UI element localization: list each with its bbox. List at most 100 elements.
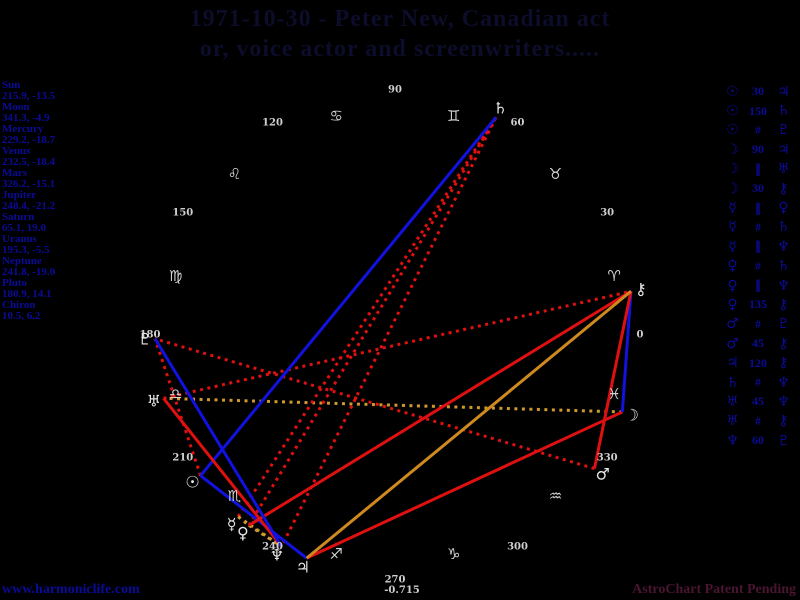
aspect-planet1-icon: ☿ <box>728 200 737 217</box>
planet-glyph-saturn: ♄ <box>493 98 508 118</box>
chart-title-line1: 1971-10-30 - Peter New, Canadian act <box>189 6 611 32</box>
aspect-type: ∥ <box>755 200 761 215</box>
aspect-row: ☿ # ♄ <box>724 218 796 237</box>
aspect-row: ♀ # ♄ <box>724 257 796 276</box>
planet-glyph-uranus: ♅ <box>146 391 162 411</box>
aspect-type: # <box>755 219 761 234</box>
planet-position-list: Sun 215.9, -13.5 Moon 341.3, -4.9 Mercury 229… <box>2 80 122 322</box>
aspect-row: ☉ 150 ♄ <box>724 101 796 120</box>
aspect-line-mercury-saturn <box>236 116 498 518</box>
aspect-planet2-icon: ♇ <box>777 122 790 139</box>
planet-name-uranus: Uranus <box>2 233 37 245</box>
planet-name-pluto: Pluto <box>2 277 28 289</box>
aspect-row: ☽ ∥ ♅ <box>724 160 796 179</box>
planet-name-mercury: Mercury <box>2 123 44 135</box>
planet-glyph-pluto: ♇ <box>137 329 153 349</box>
planet-coords-jupiter: 248.4, -21.2 <box>2 200 56 212</box>
aspect-planet1-icon: ♄ <box>726 374 739 391</box>
aspect-planet1-icon: ☿ <box>728 238 737 255</box>
planet-coords-saturn: 65.1, 19.0 <box>2 222 46 234</box>
aspect-type: 90 <box>752 142 764 157</box>
aspect-type: # <box>755 258 761 273</box>
aspect-line-moon-uranus <box>163 396 623 414</box>
planet-glyph-venus: ♀ <box>236 523 249 543</box>
sign-glyph-scorpio: ♏ <box>227 486 242 505</box>
sign-glyph-gemini: ♊ <box>447 106 461 125</box>
aspect-type: # <box>755 316 761 331</box>
planet-glyph-mars: ♂ <box>595 464 610 484</box>
sign-glyph-pisces: ♓ <box>607 384 621 403</box>
degree-label-330: 330 <box>596 452 618 463</box>
aspect-planet2-icon: ♆ <box>777 374 790 391</box>
aspect-row: ♀ ∥ ♆ <box>724 276 796 295</box>
planet-name-chiron: Chiron <box>2 299 36 311</box>
aspect-line-saturn-neptune <box>280 116 498 548</box>
aspect-line-moon-chiron <box>620 291 633 413</box>
aspect-planet2-icon: ♃ <box>777 141 790 158</box>
aspect-planet2-icon: ♄ <box>777 103 790 120</box>
aspect-planet1-icon: ♀ <box>727 258 738 275</box>
planet-name-venus: Venus <box>2 145 31 157</box>
degree-label-0: 0 <box>636 329 644 341</box>
aspect-type: 135 <box>749 297 767 312</box>
aspect-type: ∥ <box>755 239 761 254</box>
aspect-planet1-icon: ☉ <box>726 122 739 139</box>
degree-label-240: 240 <box>262 541 283 553</box>
website-link: www.harmoniclife.com <box>2 582 140 597</box>
aspect-planet1-icon: ♀ <box>727 277 738 294</box>
aspect-planet2-icon: ♇ <box>777 316 790 333</box>
aspect-type: 120 <box>749 355 767 370</box>
planet-coords-moon: 341.3, -4.9 <box>2 112 50 124</box>
aspect-line-venus-saturn <box>247 116 498 527</box>
planet-glyph-chiron: ⚷ <box>634 279 647 299</box>
aspect-row: ☉ 30 ♃ <box>724 82 796 101</box>
aspect-planet1-icon: ☉ <box>726 83 739 100</box>
planet-coords-pluto: 180.9, 14.1 <box>2 288 52 300</box>
planet-glyph-jupiter: ♃ <box>295 557 311 577</box>
planet-name-neptune: Neptune <box>2 255 42 267</box>
planet-name-moon: Moon <box>2 101 30 113</box>
aspect-line-mars-pluto <box>154 337 595 470</box>
sign-glyph-leo: ♌ <box>227 165 242 184</box>
planet-coords-mercury: 229.2, -18.7 <box>2 134 56 146</box>
aspect-planet2-icon: ♄ <box>777 219 790 236</box>
aspect-line-sun-pluto <box>153 338 203 477</box>
aspect-planet1-icon: ♂ <box>726 316 739 333</box>
aspect-planet1-icon: ♃ <box>726 355 739 372</box>
aspect-planet2-icon: ♆ <box>777 238 790 255</box>
degree-label-270: 270 <box>384 574 406 586</box>
sign-glyph-aquarius: ♒ <box>548 486 563 505</box>
sign-glyph-virgo: ♍ <box>169 267 183 286</box>
planet-coords-sun: 215.9, -13.5 <box>2 90 56 102</box>
aspect-row: ♂ 45 ⚷ <box>724 334 796 353</box>
aspect-planet1-icon: ☉ <box>726 103 739 120</box>
aspect-type: 150 <box>749 103 767 118</box>
aspect-type: 30 <box>752 84 764 99</box>
sign-glyph-aries: ♈ <box>607 267 621 286</box>
aspect-line-sun-jupiter <box>199 474 308 560</box>
aspect-type: ∥ <box>755 161 761 176</box>
aspect-type: # <box>755 375 761 390</box>
aspect-row: ♃ 120 ⚷ <box>724 353 796 372</box>
degree-label-120: 120 <box>262 117 283 129</box>
planet-name-mars: Mars <box>2 167 28 179</box>
aspect-line-neptune-pluto <box>153 337 283 548</box>
aspect-table: ☉ 30 ♃ ☉ 150 ♄ ☉ # ♇ ☽ 90 ♃ ☽ ∥ ♅ ☽ 30 ⚷ ☿ ∥ ♀ ☿ # ♄ ☿ ∥ ♆ ♀ # ♄ ♀ ∥ ♆ ♀ 1… <box>724 82 796 450</box>
planet-coords-chiron: 10.5, 6.2 <box>2 310 41 322</box>
aspect-row: ♅ # ⚷ <box>724 412 796 431</box>
aspect-line-venus-chiron <box>248 289 632 527</box>
aspect-line-venus-neptune <box>248 524 283 548</box>
aspect-row: ☽ 30 ⚷ <box>724 179 796 198</box>
aspect-planet1-icon: ☽ <box>726 161 739 178</box>
aspect-planet2-icon: ♆ <box>777 393 790 410</box>
planet-coords-venus: 232.5, -18.4 <box>2 156 56 168</box>
aspect-line-moon-jupiter <box>306 410 623 560</box>
planet-coords-neptune: 241.8, -19.0 <box>2 266 56 278</box>
brand-label: AstroChart Patent Pending <box>632 582 796 597</box>
offset-value: -0.715 <box>384 585 420 596</box>
planet-coords-uranus: 195.3, -5.5 <box>2 244 50 256</box>
planet-name-jupiter: Jupiter <box>2 189 37 201</box>
aspect-type: # <box>755 122 761 137</box>
